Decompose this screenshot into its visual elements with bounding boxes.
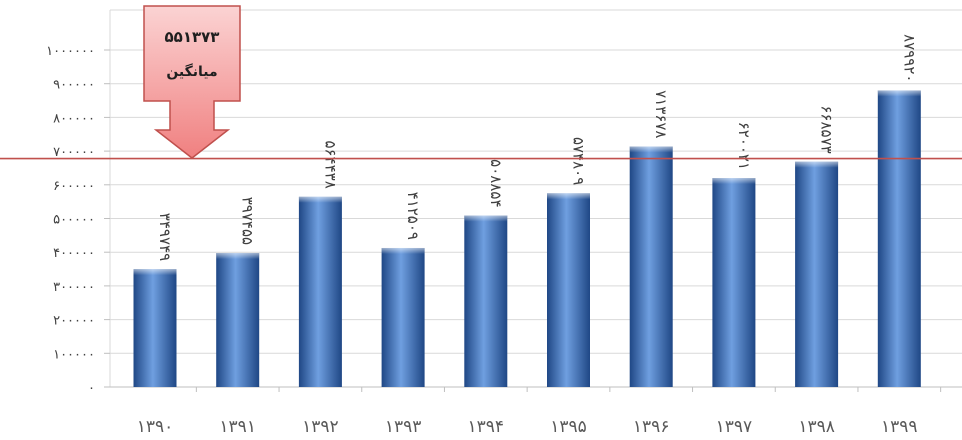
bar-highlight xyxy=(216,253,260,260)
y-tick-label: ۲۰۰۰۰۰ xyxy=(53,314,95,329)
y-tick-label: ۷۰۰۰۰۰ xyxy=(53,145,95,160)
bar xyxy=(877,90,921,388)
x-tick-label: ۱۳۹۳ xyxy=(385,417,422,437)
x-tick-label: ۱۳۹۰ xyxy=(137,417,174,437)
bar-highlight xyxy=(464,215,508,222)
callout-label: میانگین xyxy=(166,63,217,80)
x-tick-label: ۱۳۹۶ xyxy=(633,417,670,437)
x-tick-label: ۱۳۹۴ xyxy=(468,417,505,437)
callout-value: ۵۵۱۳۷۳ xyxy=(165,28,220,46)
bar-highlight xyxy=(133,269,177,276)
data-label: ۶۶۸۵۷۳ xyxy=(818,105,836,153)
bar-highlight xyxy=(547,193,590,200)
bar xyxy=(216,253,260,387)
x-tick-label: ۱۳۹۸ xyxy=(798,417,835,437)
x-axis-ticks: ۱۳۹۰ ۱۳۹۱ ۱۳۹۲ ۱۳۹۳ ۱۳۹۴ ۱۳۹۵ ۱۳۹۶ ۱۳۹۷ ۱۳۹۸ ۱۳۹۹ xyxy=(137,387,942,437)
bar-highlight xyxy=(298,196,342,203)
bar-highlight xyxy=(629,146,673,153)
data-label: ۷۱۳۶۷۸ xyxy=(652,90,670,138)
data-label: ۸۷۹۹۲۰ xyxy=(900,34,918,82)
average-callout: ۵۵۱۳۷۳ میانگین xyxy=(143,5,241,159)
data-label: ۵۷۴۸۰۹ xyxy=(570,137,588,185)
bar xyxy=(712,178,756,387)
bar xyxy=(298,196,342,387)
plot-frame xyxy=(109,9,962,387)
y-tick-label: ۳۰۰۰۰۰ xyxy=(53,280,95,295)
bar xyxy=(795,161,839,387)
bar-highlight xyxy=(795,161,839,168)
x-tick-label: ۱۳۹۷ xyxy=(716,417,753,437)
y-tick-label: ۱۰۰۰۰۰۰ xyxy=(46,44,95,59)
callout-arrow-shape xyxy=(143,5,241,159)
bar xyxy=(133,269,177,387)
x-tick-label: ۱۳۹۵ xyxy=(550,417,587,437)
bars: ۳۴۹۷۴۹ ۳۹۷۴۵۵ ۵۶۴۴۳۸ ۴۱۲۵۰۹ ۵۰۸۸۵۴ ۵۷۴۸۰۹ ۷۱۳۶… xyxy=(133,34,921,388)
data-label: ۳۴۹۷۴۹ xyxy=(156,213,174,261)
bar-highlight xyxy=(381,247,425,254)
y-tick-label: ۸۰۰۰۰۰ xyxy=(53,111,95,126)
bar xyxy=(381,247,425,387)
data-label: ۵۶۴۴۳۸ xyxy=(321,140,339,188)
y-tick-label: ۶۰۰۰۰۰ xyxy=(53,179,95,194)
data-label: ۶۲۰۰۲۱ xyxy=(735,122,753,170)
y-tick-label: ۰ xyxy=(88,381,95,396)
y-tick-label: ۱۰۰۰۰۰ xyxy=(53,347,95,362)
x-tick-label: ۱۳۹۲ xyxy=(302,417,339,437)
bar-highlight xyxy=(712,178,756,185)
y-axis-ticks: ۰ ۱۰۰۰۰۰ ۲۰۰۰۰۰ ۳۰۰۰۰۰ ۴۰۰۰۰۰ ۵۰۰۰۰۰ ۶۰۰۰۰۰ ۷۰۰… xyxy=(46,44,110,396)
x-tick-label: ۱۳۹۹ xyxy=(881,417,918,437)
y-tick-label: ۵۰۰۰۰۰ xyxy=(53,213,95,228)
bar xyxy=(547,193,590,387)
data-label: ۴۱۲۵۰۹ xyxy=(404,192,422,240)
bar-highlight xyxy=(877,90,921,97)
y-tick-label: ۴۰۰۰۰۰ xyxy=(53,246,95,261)
y-tick-label: ۹۰۰۰۰۰ xyxy=(53,78,95,93)
x-tick-label: ۱۳۹۱ xyxy=(219,417,256,437)
bar xyxy=(464,215,508,387)
bar xyxy=(629,146,673,387)
data-label: ۵۰۸۸۵۴ xyxy=(487,159,505,207)
data-label: ۳۹۷۴۵۵ xyxy=(239,197,257,245)
